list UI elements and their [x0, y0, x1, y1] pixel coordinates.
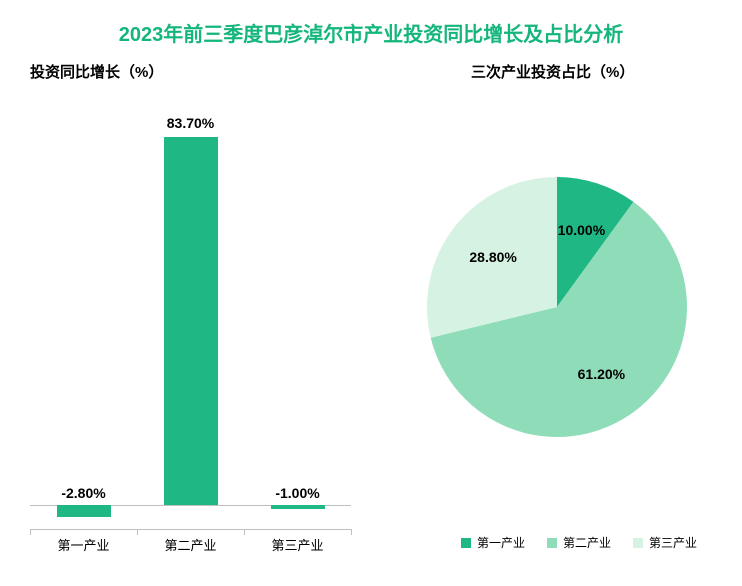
pie-subtitle: 三次产业投资占比（%） [471, 61, 634, 82]
legend-item: 第一产业 [461, 534, 525, 551]
legend-label: 第三产业 [649, 534, 697, 551]
bar-category-label: 第一产业 [57, 535, 109, 554]
pie-panel: 三次产业投资占比（%） 10.00%61.20%28.80% 第一产业第二产业第… [371, 47, 742, 567]
legend-swatch [547, 538, 557, 548]
pie-legend: 第一产业 第二产业 第三产业 [461, 534, 697, 551]
legend-swatch [461, 538, 471, 548]
bar [57, 505, 111, 517]
bar-category-label: 第三产业 [271, 535, 323, 554]
pie-chart: 10.00% 61.20% 28.80% [407, 157, 707, 457]
bar-xaxis-tick [351, 529, 352, 535]
bar-panel: 投资同比增长（%） -2.80% 83.70% -1.00% 第一产业 第二产业 第三产… [0, 47, 371, 567]
pie-value-label: 61.20% [578, 366, 625, 382]
bar-value-label: -1.00% [275, 485, 319, 501]
bar-xaxis-tick [244, 529, 245, 535]
legend-item: 第三产业 [633, 534, 697, 551]
bar-chart-area: -2.80% 83.70% -1.00% [30, 109, 351, 527]
pie-value-label: 28.80% [469, 249, 516, 265]
bar [271, 505, 325, 509]
legend-label: 第二产业 [563, 534, 611, 551]
legend-label: 第一产业 [477, 534, 525, 551]
bar-xaxis-tick [30, 529, 31, 535]
bar-subtitle: 投资同比增长（%） [30, 61, 163, 82]
bar-value-label: 83.70% [167, 115, 214, 131]
pie-value-label: 10.00% [558, 222, 605, 238]
main-title: 2023年前三季度巴彦淖尔市产业投资同比增长及占比分析 [0, 0, 742, 47]
legend-swatch [633, 538, 643, 548]
bar-category-label: 第二产业 [164, 535, 216, 554]
bar-value-label: -2.80% [61, 485, 105, 501]
pie-svg [407, 157, 707, 457]
legend-item: 第二产业 [547, 534, 611, 551]
bar [164, 137, 218, 505]
bar-xaxis-tick [137, 529, 138, 535]
panels: 投资同比增长（%） -2.80% 83.70% -1.00% 第一产业 第二产业 第三产… [0, 47, 742, 567]
bar-xaxis-line [30, 529, 351, 530]
